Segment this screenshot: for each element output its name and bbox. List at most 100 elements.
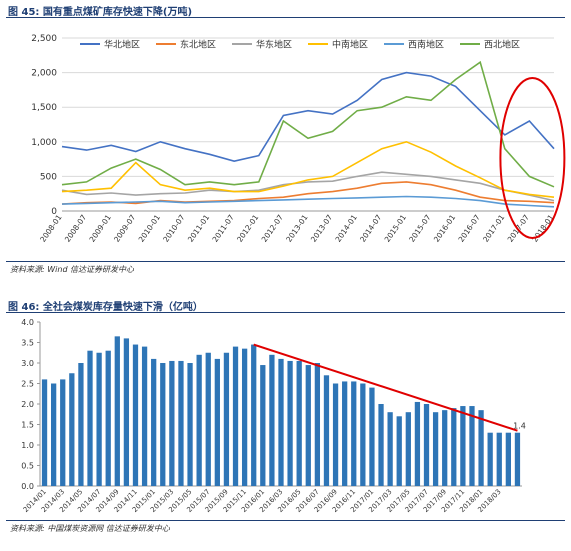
y-tick-label: 0.5 <box>21 462 34 471</box>
x-tick-label: 2011-01 <box>186 213 211 244</box>
figure-45-source: 资料来源: Wind 信达证券研发中心 <box>10 265 135 274</box>
x-tick-label: 2016-07 <box>456 213 481 244</box>
bar <box>160 363 166 486</box>
x-tick-label: 2008-01 <box>38 213 63 244</box>
x-tick-label: 2015-07 <box>407 213 432 244</box>
bar <box>241 348 248 486</box>
source-rule <box>6 261 565 262</box>
bar <box>96 352 102 486</box>
x-tick-label: 2009-01 <box>87 213 112 244</box>
bar <box>414 401 421 486</box>
y-tick-label: 500 <box>40 172 57 182</box>
y-tick-label: 1,000 <box>31 138 57 148</box>
legend-label: 华东地区 <box>256 39 292 51</box>
bar <box>405 412 411 486</box>
bar <box>196 354 202 486</box>
legend-label: 中南地区 <box>332 39 368 51</box>
bar <box>187 363 193 486</box>
bar <box>214 358 220 486</box>
bar <box>205 352 211 486</box>
bar <box>351 381 357 486</box>
series-line <box>61 171 555 202</box>
series-line <box>61 71 555 163</box>
bar <box>423 404 430 486</box>
x-tick-label: 2012-07 <box>260 213 285 244</box>
bar <box>369 387 375 486</box>
bar <box>141 346 148 486</box>
title-rule-2 <box>6 312 565 313</box>
bar <box>78 363 84 486</box>
bar <box>305 365 311 486</box>
figure-46-source: 资料来源: 中国煤炭资源网 信达证券研发中心 <box>10 524 170 533</box>
y-tick-label: 0.0 <box>21 482 34 491</box>
x-tick-label: 2013-01 <box>284 213 309 244</box>
bar <box>342 381 348 486</box>
x-tick-label: 2014-01 <box>333 213 358 244</box>
x-tick-label: 2015-01 <box>383 213 408 244</box>
bar <box>478 410 484 486</box>
x-tick-label: 2017-01 <box>481 213 506 244</box>
bar <box>360 383 366 486</box>
x-tick-label: 2011-07 <box>210 213 235 244</box>
bar <box>278 358 284 486</box>
y-tick-label: 1.5 <box>21 421 34 430</box>
figure-45-title: 图 45: 国有重点煤矿库存快速下降(万吨) <box>8 7 193 18</box>
x-tick-label: 2014-07 <box>358 213 383 244</box>
social-inventory-bar-chart: 0.00.51.01.52.02.53.03.54.02014/012014/0… <box>21 318 526 514</box>
bar <box>260 365 266 486</box>
x-tick-label: 2018-01 <box>530 213 555 244</box>
bar <box>396 416 402 486</box>
bar <box>114 336 120 486</box>
trend-line <box>253 343 518 432</box>
figure-46-title: 图 46: 全社会煤炭库存量快速下滑（亿吨） <box>8 302 203 313</box>
bar <box>496 432 502 486</box>
y-tick-label: 2.0 <box>21 400 34 409</box>
title-rule <box>6 17 565 18</box>
bar <box>232 346 239 486</box>
y-tick-label: 1.0 <box>21 441 34 450</box>
x-tick-label: 2008-07 <box>63 213 88 244</box>
y-tick-label: 0 <box>51 207 57 217</box>
series-line <box>61 140 555 198</box>
y-tick-label: 1,500 <box>31 103 57 113</box>
y-tick-label: 2.5 <box>21 380 34 389</box>
bar <box>442 410 448 486</box>
bar <box>269 354 275 486</box>
x-tick-label: 2010-07 <box>161 213 186 244</box>
bar <box>132 344 139 486</box>
bar <box>169 360 175 486</box>
bar <box>60 379 66 486</box>
bar <box>323 375 330 486</box>
data-label: 1.4 <box>513 422 526 431</box>
y-tick-label: 4.0 <box>21 318 34 327</box>
y-tick-label: 2,000 <box>31 69 57 79</box>
x-tick-label: 2016-01 <box>432 213 457 244</box>
x-tick-label: 2013-07 <box>309 213 334 244</box>
bar <box>469 406 475 486</box>
x-tick-label: 2010-01 <box>137 213 162 244</box>
bar <box>87 350 93 486</box>
bar <box>69 373 75 486</box>
bar <box>287 360 293 486</box>
bar <box>178 360 184 486</box>
legend-label: 西北地区 <box>484 39 520 51</box>
series-line <box>61 195 555 208</box>
x-tick-label: 2009-07 <box>112 213 137 244</box>
bar <box>251 344 257 486</box>
legend-label: 西南地区 <box>408 39 444 51</box>
highlight-ellipse <box>499 77 566 239</box>
bar <box>460 406 466 486</box>
bar <box>514 432 521 486</box>
bar <box>151 358 157 486</box>
bar <box>223 352 230 486</box>
bar <box>314 363 321 486</box>
y-tick-label: 3.5 <box>21 339 34 348</box>
bar <box>432 412 439 486</box>
bar <box>51 383 57 486</box>
y-tick-label: 3.0 <box>21 359 34 368</box>
y-tick-label: 2,500 <box>31 34 57 44</box>
bar <box>487 432 493 486</box>
x-tick-label: 2012-01 <box>235 213 260 244</box>
bar <box>105 350 111 486</box>
